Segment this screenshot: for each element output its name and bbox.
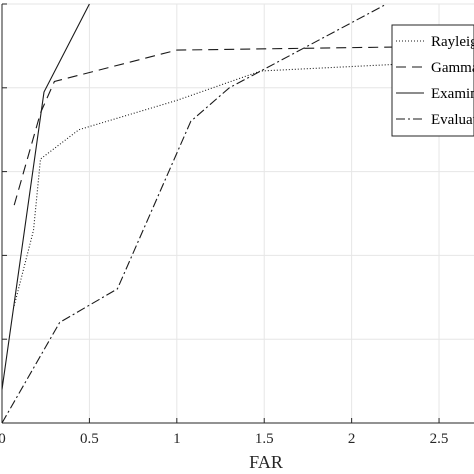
x-tick-label: 1.5	[255, 431, 274, 447]
x-tick-label: 0	[0, 431, 6, 447]
x-axis-label: FAR	[249, 452, 283, 472]
x-tick-label: 0.5	[80, 431, 99, 447]
legend-label: Rayleigh	[431, 34, 474, 50]
x-tick-label: 2.5	[430, 431, 449, 447]
series-line-2	[13, 45, 474, 206]
x-tick-label: 2	[348, 431, 356, 447]
series-line-4	[1, 3, 387, 424]
x-ticks: 0 0.5 1 1.5 2 2.5	[0, 418, 448, 447]
legend-label: Examination	[431, 86, 474, 102]
legend-label: Evaluation	[431, 112, 474, 128]
legend-box	[391, 24, 474, 137]
series-lines	[1, 3, 474, 424]
x-tick-label: 1	[173, 431, 181, 447]
legend-label: Gamma	[431, 60, 474, 76]
axes	[1, 3, 474, 424]
series-line-3	[1, 3, 90, 390]
grid	[2, 3, 474, 423]
legend: Rayleigh Gamma Examination Evaluation	[391, 24, 474, 137]
